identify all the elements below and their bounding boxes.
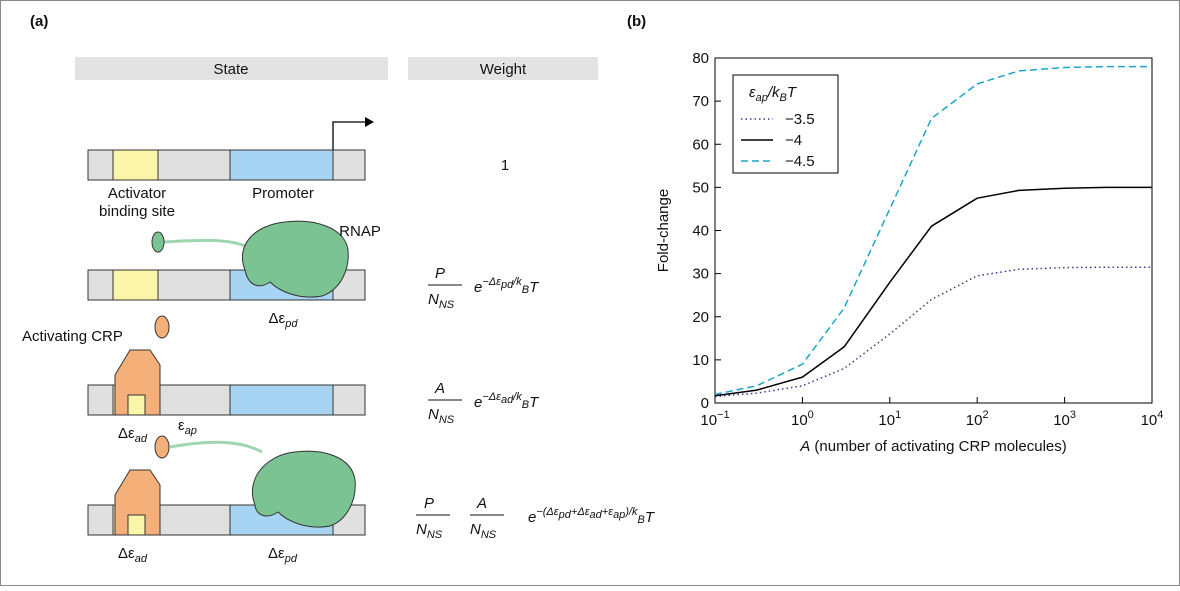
x-label-text: (number of activating CRP molecules) [810, 438, 1067, 455]
x-label-var: A [799, 438, 810, 455]
svg-text:NNS: NNS [428, 406, 455, 426]
legend-label: −3.5 [785, 111, 815, 128]
tick-base: 10 [966, 412, 983, 429]
legend-box [732, 74, 839, 174]
rnap-label: RNAP [339, 223, 381, 240]
energy-label: Δεpd [269, 310, 299, 330]
svg-text:A: A [476, 495, 487, 512]
header-bar [75, 57, 388, 80]
svg-text:e−(Δεpd+Δεad+εap)/kBT: e−(Δεpd+Δεad+εap)/kBT [528, 506, 656, 526]
svg-text:P: P [424, 495, 434, 512]
x-tick-label: 100 [791, 409, 814, 429]
legend-title-part: ε [749, 84, 756, 101]
legend-label: −4.5 [785, 153, 815, 170]
y-tick-label: 10 [692, 352, 709, 369]
arrow-head [365, 117, 374, 127]
weight: 1 [501, 157, 509, 174]
weight: A NNS e−Δεad/kBT [428, 380, 540, 426]
tick-exponent: 0 [808, 409, 814, 421]
energy-label: εap [178, 417, 197, 437]
crp-label: Activating CRP [22, 328, 123, 345]
linker [169, 440, 263, 454]
site-label: binding site [99, 203, 175, 220]
svg-text:P: P [435, 265, 445, 282]
series-line [714, 266, 1152, 398]
y-tick-label: 70 [692, 93, 709, 110]
tick-base: 10 [1053, 412, 1070, 429]
tick-exponent: 3 [1070, 409, 1076, 421]
energy-label: Δεad [118, 545, 148, 565]
x-tick-label: 10−1 [700, 409, 729, 429]
y-tick-label: 80 [692, 50, 709, 67]
tick-base: 10 [1141, 412, 1158, 429]
legend-title-part: /k [767, 84, 781, 101]
panel-label: (a) [30, 13, 48, 30]
y-axis-label: Fold-change [655, 189, 672, 272]
crp-domain [154, 315, 170, 339]
crp [114, 349, 161, 416]
header-bar [408, 57, 598, 80]
weight: P NNS A NNS e−(Δεpd+Δεad+εap)/kBT [416, 495, 656, 541]
svg-text:A: A [434, 380, 445, 397]
tick-base: 10 [791, 412, 808, 429]
tick-exponent: 4 [1157, 409, 1163, 421]
svg-text:NNS: NNS [428, 291, 455, 311]
crp-domain [154, 435, 170, 459]
energy-label: Δεpd [268, 545, 298, 565]
x-tick-label: 101 [878, 409, 901, 429]
y-tick-label: 20 [692, 309, 709, 326]
panel-label: (b) [627, 13, 646, 30]
svg-text:NNS: NNS [470, 521, 497, 541]
legend-title-part: ap [756, 92, 768, 104]
legend-title-part: T [787, 84, 798, 101]
svg-text:e−Δεpd/kBT: e−Δεpd/kBT [474, 276, 540, 296]
crp [114, 469, 161, 536]
x-tick-label: 103 [1053, 409, 1076, 429]
weight: P NNS e−Δεpd/kBT [428, 265, 540, 311]
energy-label: Δεad [118, 425, 148, 445]
x-axis-label: A (number of activating CRP molecules) [799, 438, 1067, 455]
tick-exponent: −1 [717, 409, 730, 421]
rnap-domain [151, 231, 165, 253]
tick-base: 10 [878, 412, 895, 429]
rnap [251, 450, 356, 528]
tss-arrow [332, 121, 365, 150]
tick-base: 10 [700, 412, 717, 429]
svg-text:e−Δεad/kBT: e−Δεad/kBT [474, 391, 540, 411]
state-header: State [213, 61, 248, 78]
y-tick-label: 60 [692, 136, 709, 153]
x-tick-label: 102 [966, 409, 989, 429]
rnap [241, 220, 349, 298]
x-tick-label: 104 [1141, 409, 1164, 429]
y-tick-label: 40 [692, 223, 709, 240]
y-tick-label: 30 [692, 266, 709, 283]
y-tick-label: 0 [701, 395, 709, 412]
series-line [714, 186, 1152, 397]
series-line [714, 65, 1152, 396]
legend-label: −4 [785, 132, 802, 149]
legend-title: εap/kBT [749, 84, 798, 104]
legend-title-part: B [780, 92, 787, 104]
site-label: Activator [108, 185, 166, 202]
tick-exponent: 1 [895, 409, 901, 421]
promoter-label: Promoter [252, 185, 314, 202]
tick-exponent: 2 [982, 409, 988, 421]
weight-header: Weight [480, 61, 527, 78]
svg-text:NNS: NNS [416, 521, 443, 541]
linker [163, 238, 251, 250]
y-tick-label: 50 [692, 179, 709, 196]
dna [87, 149, 366, 181]
